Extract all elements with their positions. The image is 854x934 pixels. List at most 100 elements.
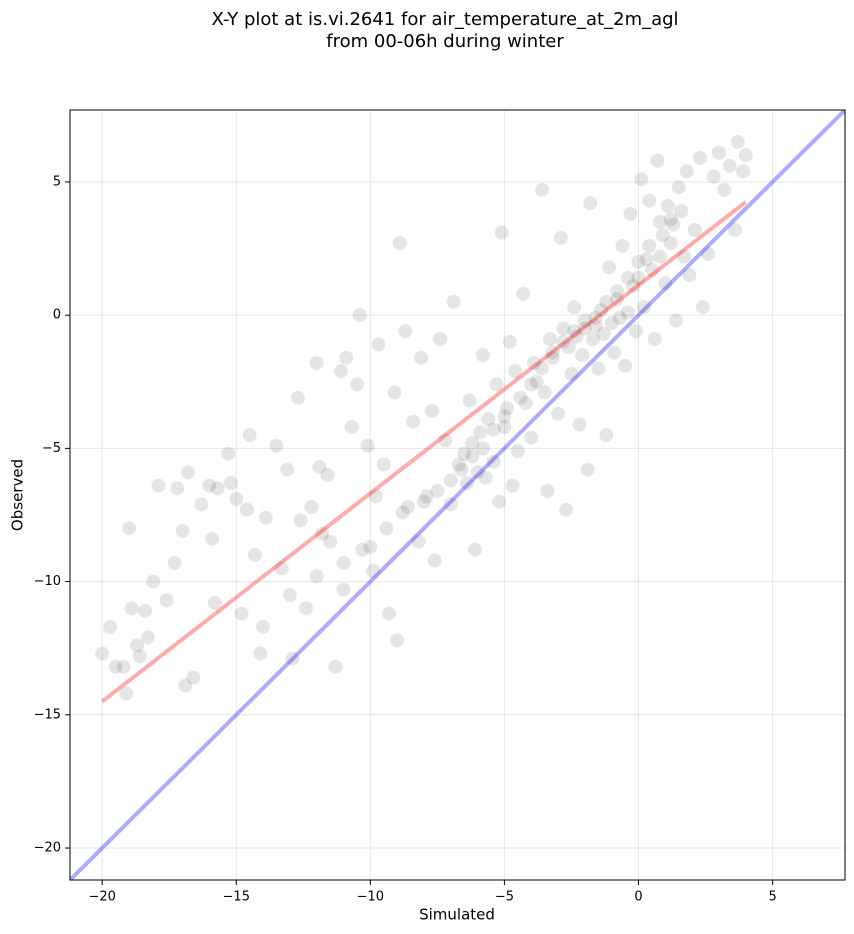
point [679, 164, 694, 179]
point [540, 484, 555, 499]
point [711, 145, 726, 160]
point [446, 294, 461, 309]
x-tick-label: −15 [223, 890, 250, 905]
point [438, 433, 453, 448]
point [202, 478, 217, 493]
point [414, 350, 429, 365]
point [618, 358, 633, 373]
point [620, 305, 635, 320]
point [146, 574, 161, 589]
point [588, 318, 603, 333]
axes-frame [69, 109, 846, 881]
point [336, 582, 351, 597]
point [339, 350, 354, 365]
point [634, 172, 649, 187]
point [376, 457, 391, 472]
point [706, 169, 721, 184]
point [556, 321, 571, 336]
y-tick-label: −15 [34, 707, 61, 722]
point [669, 313, 684, 328]
grid [70, 110, 845, 880]
point [320, 468, 335, 483]
point [473, 425, 488, 440]
point [497, 420, 512, 435]
point [116, 659, 131, 674]
point [451, 457, 466, 472]
point [298, 601, 313, 616]
point [534, 361, 549, 376]
point [406, 414, 421, 429]
point [529, 374, 544, 389]
point [599, 294, 614, 309]
point [205, 531, 220, 546]
point [312, 460, 327, 475]
y-tick-label: −5 [42, 441, 61, 456]
point [282, 587, 297, 602]
point [387, 385, 402, 400]
point [730, 134, 745, 149]
point [239, 502, 254, 517]
point [577, 313, 592, 328]
point [537, 385, 552, 400]
point [416, 494, 431, 509]
point [379, 521, 394, 536]
point [717, 182, 732, 197]
point [390, 633, 405, 648]
point [433, 332, 448, 347]
point [290, 390, 305, 405]
y-tick-label: 5 [53, 174, 61, 189]
x-tick-label: −10 [357, 890, 384, 905]
point [551, 406, 566, 421]
point [615, 238, 630, 253]
point [518, 396, 533, 411]
point [221, 446, 236, 461]
point [524, 430, 539, 445]
point [701, 246, 716, 261]
point [575, 348, 590, 363]
point [543, 332, 558, 347]
point [425, 404, 440, 419]
point [167, 555, 182, 570]
point [210, 481, 225, 496]
point [411, 534, 426, 549]
point [486, 454, 501, 469]
point [194, 497, 209, 512]
point [677, 249, 692, 264]
y-axis-label: Observed [9, 459, 27, 531]
point [639, 252, 654, 267]
point [588, 310, 603, 325]
point [248, 547, 263, 562]
point [655, 228, 670, 243]
point [368, 489, 383, 504]
point [475, 441, 490, 456]
point [119, 686, 134, 701]
point [502, 334, 517, 349]
x-tick-label: 5 [768, 890, 776, 905]
point [494, 225, 509, 240]
point [545, 345, 560, 360]
point [505, 478, 520, 493]
point [138, 603, 153, 618]
point [516, 286, 531, 301]
point [513, 390, 528, 405]
point [454, 462, 469, 477]
point [108, 659, 123, 674]
point [269, 438, 284, 453]
point [610, 284, 625, 299]
point [360, 438, 375, 453]
point [556, 334, 571, 349]
point [151, 478, 166, 493]
point [457, 446, 472, 461]
point [478, 470, 493, 485]
point [400, 499, 415, 514]
point [349, 377, 364, 392]
point [419, 489, 434, 504]
point [497, 409, 512, 424]
chart-subtitle: from 00-06h during winter [326, 31, 564, 52]
point [663, 236, 678, 251]
point [620, 270, 635, 285]
point [481, 412, 496, 427]
point [121, 521, 136, 536]
point [652, 214, 667, 229]
